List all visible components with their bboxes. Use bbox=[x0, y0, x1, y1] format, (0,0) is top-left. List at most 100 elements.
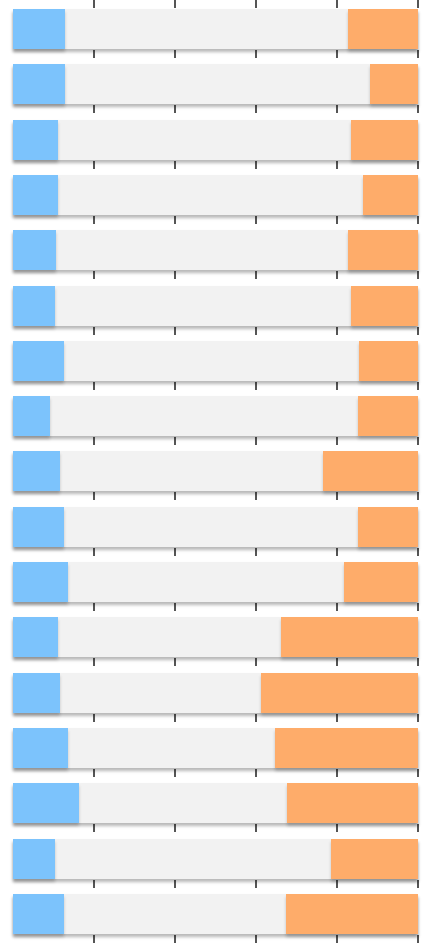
axis-tick-mark bbox=[417, 879, 419, 888]
axis-tick-mark bbox=[336, 713, 338, 722]
axis-tick-mark bbox=[336, 879, 338, 888]
bar-left-segment bbox=[13, 893, 64, 934]
axis-tick-mark bbox=[255, 381, 257, 390]
axis-tick-mark bbox=[93, 603, 95, 611]
axis-tick-mark bbox=[93, 271, 95, 280]
axis-tick-mark bbox=[93, 0, 95, 8]
bar-left-segment bbox=[13, 838, 56, 879]
bar-right-segment bbox=[357, 506, 418, 547]
bar-left-segment bbox=[13, 119, 58, 160]
bar-left-segment bbox=[13, 506, 64, 547]
axis-tick-mark bbox=[93, 492, 95, 501]
axis-tick-mark bbox=[93, 381, 95, 390]
axis-tick-mark bbox=[174, 326, 176, 335]
bar-left-segment bbox=[13, 396, 50, 437]
axis-tick-mark bbox=[336, 326, 338, 335]
axis-tick-mark bbox=[174, 437, 176, 446]
bar-left-segment bbox=[13, 9, 65, 49]
axis-tick-mark bbox=[174, 879, 176, 888]
axis-tick-mark bbox=[336, 381, 338, 390]
bar-middle-segment bbox=[13, 64, 418, 105]
axis-tick-mark bbox=[93, 824, 95, 833]
bar-right-segment bbox=[358, 396, 418, 437]
axis-tick-mark bbox=[93, 50, 95, 58]
axis-tick-mark bbox=[174, 160, 176, 169]
bar-right-segment bbox=[351, 119, 418, 160]
axis-tick-mark bbox=[417, 437, 419, 446]
axis-tick-mark bbox=[417, 215, 419, 224]
axis-tick-mark bbox=[255, 437, 257, 446]
axis-tick-mark bbox=[255, 0, 257, 8]
bar-right-segment bbox=[330, 838, 418, 879]
axis-tick-mark bbox=[336, 492, 338, 501]
bar-right-segment bbox=[347, 9, 418, 49]
axis-tick-mark bbox=[336, 768, 338, 777]
axis-tick-mark bbox=[174, 603, 176, 611]
axis-tick-mark bbox=[174, 492, 176, 501]
axis-tick-mark bbox=[93, 547, 95, 556]
bar-left-segment bbox=[13, 451, 60, 492]
axis-tick-mark bbox=[255, 105, 257, 114]
axis-tick-mark bbox=[93, 160, 95, 169]
bar-right-segment bbox=[369, 64, 418, 105]
bar-middle-segment bbox=[13, 119, 418, 160]
bar-right-segment bbox=[322, 451, 418, 492]
bar-left-segment bbox=[13, 64, 65, 105]
bar-middle-segment bbox=[13, 396, 418, 437]
axis-tick-mark bbox=[93, 768, 95, 777]
axis-tick-mark bbox=[417, 603, 419, 611]
axis-tick-mark bbox=[255, 603, 257, 611]
axis-tick-mark bbox=[255, 713, 257, 722]
axis-tick-mark bbox=[93, 105, 95, 114]
axis-tick-mark bbox=[255, 160, 257, 169]
bar-right-segment bbox=[275, 727, 418, 768]
axis-tick-mark bbox=[336, 0, 338, 8]
axis-tick-mark bbox=[255, 215, 257, 224]
bar-right-segment bbox=[343, 562, 418, 602]
axis-tick-mark bbox=[93, 437, 95, 446]
axis-tick-mark bbox=[417, 105, 419, 114]
axis-tick-mark bbox=[174, 50, 176, 58]
axis-tick-mark bbox=[255, 934, 257, 943]
bar-left-segment bbox=[13, 672, 60, 713]
axis-tick-mark bbox=[417, 160, 419, 169]
axis-tick-mark bbox=[417, 326, 419, 335]
axis-tick-mark bbox=[93, 215, 95, 224]
bar-right-segment bbox=[260, 672, 418, 713]
bar-middle-segment bbox=[13, 174, 418, 215]
axis-tick-mark bbox=[417, 547, 419, 556]
axis-tick-mark bbox=[255, 658, 257, 667]
axis-tick-mark bbox=[255, 326, 257, 335]
bar-right-segment bbox=[347, 230, 418, 271]
axis-tick-mark bbox=[174, 0, 176, 8]
axis-tick-mark bbox=[336, 215, 338, 224]
bar-middle-segment bbox=[13, 340, 418, 381]
axis-tick-mark bbox=[174, 105, 176, 114]
bar-left-segment bbox=[13, 285, 56, 326]
axis-tick-mark bbox=[417, 658, 419, 667]
axis-tick-mark bbox=[417, 0, 419, 8]
axis-tick-mark bbox=[255, 50, 257, 58]
axis-tick-mark bbox=[336, 824, 338, 833]
axis-tick-mark bbox=[417, 768, 419, 777]
axis-tick-mark bbox=[174, 271, 176, 280]
axis-tick-mark bbox=[93, 879, 95, 888]
axis-tick-mark bbox=[255, 271, 257, 280]
axis-tick-mark bbox=[417, 381, 419, 390]
bar-right-segment bbox=[285, 893, 418, 934]
axis-tick-mark bbox=[336, 547, 338, 556]
bar-left-segment bbox=[13, 617, 58, 658]
bar-middle-segment bbox=[13, 285, 418, 326]
axis-tick-mark bbox=[255, 492, 257, 501]
axis-tick-mark bbox=[174, 768, 176, 777]
bar-left-segment bbox=[13, 174, 58, 215]
axis-tick-mark bbox=[174, 713, 176, 722]
axis-tick-mark bbox=[174, 934, 176, 943]
axis-tick-mark bbox=[336, 658, 338, 667]
axis-tick-mark bbox=[417, 713, 419, 722]
axis-tick-mark bbox=[93, 934, 95, 943]
axis-tick-mark bbox=[336, 437, 338, 446]
axis-tick-mark bbox=[255, 768, 257, 777]
axis-tick-mark bbox=[336, 934, 338, 943]
